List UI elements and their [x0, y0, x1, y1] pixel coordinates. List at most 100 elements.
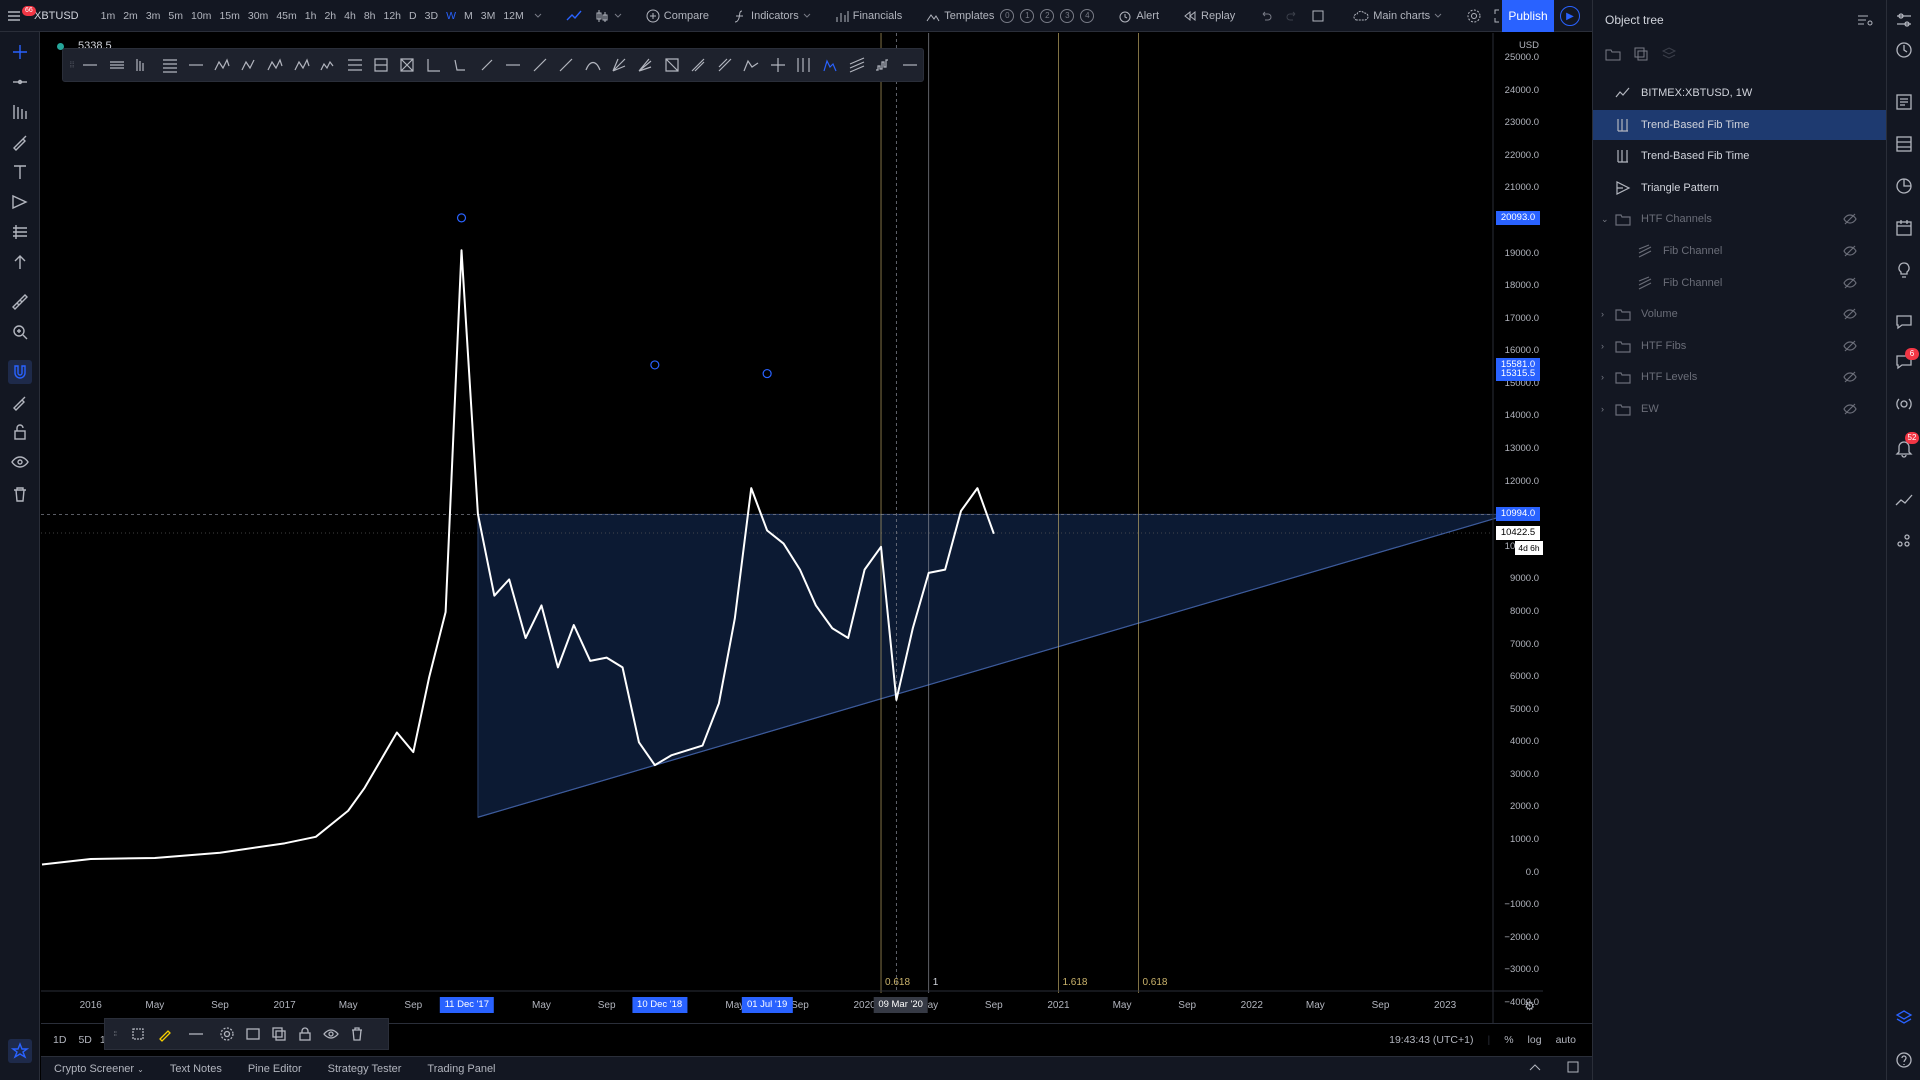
xabcd-pattern-tool[interactable]: [209, 52, 235, 78]
fib-retracement-tool[interactable]: [156, 52, 182, 78]
copy-icon[interactable]: [1633, 46, 1649, 62]
object-tree-item[interactable]: › HTF Fibs: [1593, 331, 1887, 361]
chevron-right-icon[interactable]: ›: [1601, 340, 1604, 351]
ray-tool[interactable]: [553, 52, 579, 78]
chart-pane[interactable]: 5338.5 USD 25000.0 24000.0 23000.0 22000.0 21…: [41, 33, 1545, 1023]
eye-off-icon[interactable]: [1843, 307, 1857, 321]
trend-fib-time-tool[interactable]: [870, 52, 896, 78]
magnet-tool[interactable]: [8, 360, 32, 384]
object-tree-item[interactable]: Fib Channel: [1593, 268, 1887, 298]
cross-line-tool[interactable]: [817, 52, 843, 78]
template-icon[interactable]: [245, 1026, 261, 1042]
ruler-tool[interactable]: [8, 290, 32, 314]
timeframe-D[interactable]: D: [409, 9, 417, 22]
object-tree-item[interactable]: BITMEX:XBTUSD, 1W: [1593, 78, 1887, 108]
timeframe-dropdown[interactable]: [528, 4, 548, 28]
trash-icon[interactable]: [349, 1026, 365, 1042]
arrow-tool[interactable]: [579, 52, 605, 78]
horizontal-line-tool[interactable]: [183, 52, 209, 78]
range-1d[interactable]: 1D: [53, 1034, 67, 1046]
clone-icon[interactable]: [271, 1026, 287, 1042]
publish-idea-icon[interactable]: ▶: [1560, 6, 1580, 26]
abcd-pattern-tool[interactable]: [236, 52, 262, 78]
object-tree-item[interactable]: ⌄ HTF Channels: [1593, 204, 1887, 234]
log-toggle[interactable]: log: [1527, 1034, 1542, 1046]
fib-speed-tool[interactable]: [738, 52, 764, 78]
widgetbar-settings[interactable]: [1894, 10, 1914, 30]
news-button[interactable]: [1894, 92, 1914, 112]
layout-select-button[interactable]: [1305, 4, 1331, 28]
three-drives-tool[interactable]: [341, 52, 367, 78]
rectangle-tool[interactable]: [421, 52, 447, 78]
object-tree-item[interactable]: Trend-Based Fib Time: [1593, 141, 1887, 171]
pine-button[interactable]: [1894, 394, 1914, 414]
alert-button[interactable]: Alert: [1112, 4, 1165, 28]
layout-name-button[interactable]: Main charts: [1347, 4, 1448, 28]
replay-button[interactable]: Replay: [1177, 4, 1241, 28]
gann-box-tool[interactable]: [447, 52, 473, 78]
chevron-right-icon[interactable]: ›: [1601, 309, 1604, 320]
help-button[interactable]: [1894, 1050, 1914, 1070]
timeframe-3D[interactable]: 3D: [424, 9, 439, 22]
head-shoulders-tool[interactable]: [289, 52, 315, 78]
chart-style-button[interactable]: [560, 4, 588, 28]
object-tree-item[interactable]: Trend-Based Fib Time: [1593, 109, 1887, 140]
drag-handle[interactable]: [67, 52, 77, 78]
financials-button[interactable]: Financials: [829, 4, 909, 28]
new-folder-icon[interactable]: [1605, 46, 1621, 62]
range-1[interactable]: 1: [99, 1034, 106, 1046]
pattern-tool[interactable]: [8, 190, 32, 214]
line-style-icon[interactable]: [183, 1026, 209, 1042]
fib-circles-tool[interactable]: [685, 52, 711, 78]
elliott-wave-tool[interactable]: [315, 52, 341, 78]
favorites-tool[interactable]: [8, 1039, 32, 1063]
lock-icon[interactable]: [297, 1026, 313, 1042]
clock[interactable]: 19:43:43 (UTC+1): [1389, 1034, 1474, 1046]
object-tree-item[interactable]: Fib Channel: [1593, 236, 1887, 266]
fib-wedge-tool[interactable]: [712, 52, 738, 78]
streams-button[interactable]: [1894, 312, 1914, 332]
brush-tool[interactable]: [8, 130, 32, 154]
timeframe-W[interactable]: W: [446, 9, 456, 22]
trading-button[interactable]: [1894, 490, 1914, 510]
tab-pine-editor[interactable]: Pine Editor: [247, 1062, 302, 1075]
trend-line-tool[interactable]: [8, 70, 32, 94]
templates-button[interactable]: Templates: [920, 4, 1000, 28]
curve-tool[interactable]: [632, 52, 658, 78]
price-chart[interactable]: [41, 33, 1545, 1023]
select-area-icon[interactable]: [131, 1026, 147, 1042]
hide-drawings-tool[interactable]: [8, 450, 32, 474]
template-slot-2[interactable]: 2: [1040, 8, 1055, 23]
range-5d[interactable]: 5D: [78, 1034, 92, 1046]
text-tool[interactable]: [8, 160, 32, 184]
timeframe-12h[interactable]: 12h: [383, 9, 402, 22]
template-slot-0[interactable]: 0: [1000, 8, 1015, 23]
stay-in-drawing-tool[interactable]: [8, 390, 32, 414]
eye-off-icon[interactable]: [1843, 212, 1857, 226]
prediction-tool[interactable]: [8, 220, 32, 244]
object-tree-item[interactable]: › Volume: [1593, 299, 1887, 329]
eye-off-icon[interactable]: [1843, 370, 1857, 384]
timeframe-4h[interactable]: 4h: [344, 9, 356, 22]
timeframe-12M[interactable]: 12M: [503, 9, 524, 22]
fib-tool[interactable]: [8, 100, 32, 124]
eye-off-icon[interactable]: [1843, 339, 1857, 353]
eye-off-icon[interactable]: [1843, 244, 1857, 258]
regression-tool[interactable]: [897, 52, 923, 78]
object-tree-settings-button[interactable]: [1857, 12, 1873, 31]
info-line-tool[interactable]: [526, 52, 552, 78]
timeframe-1m[interactable]: 1m: [100, 9, 116, 22]
horizontal-ray-tool[interactable]: [77, 52, 103, 78]
eye-off-icon[interactable]: [1843, 402, 1857, 416]
object-tree-button[interactable]: [1894, 1008, 1914, 1028]
crosshair-tool[interactable]: [8, 40, 32, 64]
menu-button[interactable]: 66: [0, 4, 36, 28]
timeframe-2h[interactable]: 2h: [324, 9, 337, 22]
gear-icon[interactable]: [219, 1026, 235, 1042]
publish-button[interactable]: Publish: [1502, 0, 1554, 32]
timeframe-5m[interactable]: 5m: [168, 9, 183, 22]
chevron-right-icon[interactable]: ›: [1601, 404, 1604, 414]
remove-drawings-tool[interactable]: [8, 482, 32, 506]
template-slot-4[interactable]: 4: [1080, 8, 1095, 23]
undo-button[interactable]: [1253, 4, 1279, 28]
